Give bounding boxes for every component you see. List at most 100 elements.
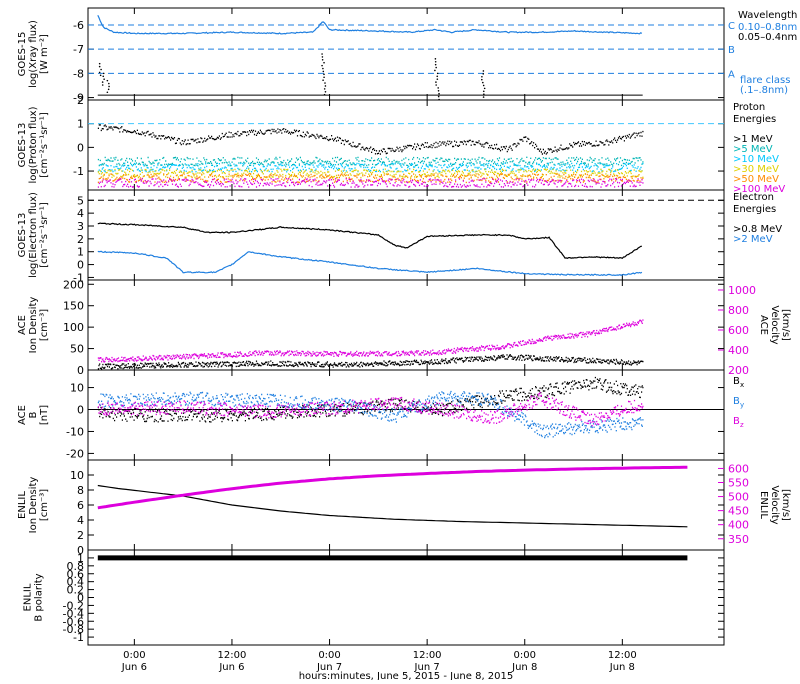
- ytick-label: -20: [66, 447, 84, 460]
- xtick-label: 12:00: [413, 650, 442, 661]
- ytick-label: 150: [63, 300, 84, 313]
- ytick-label: 0: [77, 404, 84, 417]
- y2tick-label: 600: [728, 462, 749, 475]
- series-goes15-xray-1-pt: [322, 67, 324, 70]
- y-axis-label: ENLIL: [23, 583, 34, 611]
- y-axis-label: B polarity: [34, 573, 45, 621]
- y2tick-label: 350: [728, 533, 749, 546]
- series-goes15-xray-1-pt: [98, 71, 101, 74]
- series-goes15-xray-1-pt: [101, 84, 104, 86]
- series-ace-density-velocity-0: [97, 354, 644, 370]
- series-enlil-density-velocity-0: [97, 484, 688, 528]
- ytick-label: 0.2: [67, 584, 85, 597]
- y2tick-label: 200: [728, 364, 749, 377]
- ytick-label: 4: [77, 207, 84, 220]
- series-goes15-xray-1-pt: [321, 64, 323, 67]
- series-goes15-xray-1-pt: [108, 85, 110, 88]
- y-axis-label: GOES-13: [17, 123, 28, 168]
- series-goes15-xray-1-pt: [437, 87, 439, 89]
- y2-axis-label: ENLIL: [758, 491, 769, 519]
- y-axis-label: [cm⁻³]: [39, 489, 50, 521]
- legend-entry: >2 MeV: [733, 234, 773, 245]
- ytick-label: 0: [77, 544, 84, 557]
- y2tick-label: 400: [728, 344, 749, 357]
- panel-frame-enlil-polarity: [87, 549, 725, 646]
- series-ace-magnetic-1: [97, 390, 644, 439]
- series-goes15-xray-1-pt: [98, 62, 101, 65]
- ytick-label: 0.4: [67, 576, 85, 589]
- ytick-label: 200: [63, 278, 84, 291]
- series-goes15-xray-1-pt: [324, 82, 326, 84]
- legend-entry: >10 MeV: [733, 154, 779, 165]
- series-goes15-xray-1-pt: [108, 82, 110, 85]
- y2tick-label: 450: [728, 505, 749, 518]
- panel-frame-goes13-electron: [87, 189, 725, 281]
- xtick-date-label: Jun 7: [414, 662, 440, 673]
- xtick-date-label: Jun 6: [121, 662, 147, 673]
- legend-entry: B: [733, 376, 740, 387]
- ytick-label: -0.8: [63, 623, 84, 636]
- series-goes15-xray-1-pt: [321, 59, 324, 61]
- legend-entry: B: [733, 416, 740, 427]
- series-goes15-xray-1-pt: [435, 66, 437, 69]
- ytick-label: 0: [77, 364, 84, 377]
- ytick-label: -0.4: [63, 607, 84, 620]
- series-goes15-xray-1-pt: [323, 76, 325, 79]
- y-axis-label: GOES-15: [17, 32, 28, 77]
- y-axis-label: [cm⁻²s⁻¹sr⁻¹]: [39, 202, 50, 268]
- xtick-date-label: Jun 6: [218, 662, 244, 673]
- ytick-label: 3: [77, 220, 84, 233]
- series-goes15-xray-1-pt: [483, 93, 485, 95]
- series-goes15-xray-1-pt: [435, 84, 437, 86]
- series-goes13-proton-1: [97, 156, 644, 167]
- y-axis-label: log(Xray flux): [28, 20, 39, 88]
- ytick-label: 0.8: [67, 560, 85, 573]
- legend-title: Proton: [733, 102, 765, 113]
- ytick-label: -7: [73, 43, 84, 56]
- y-axis-label: [cm⁻³]: [39, 309, 50, 341]
- ytick-label: 6: [77, 499, 84, 512]
- series-goes13-proton-4: [97, 173, 644, 184]
- series-goes15-xray-1-pt: [321, 53, 323, 55]
- series-goes15-xray-1-pt: [323, 93, 326, 96]
- ytick-label: 100: [63, 321, 84, 334]
- series-goes15-xray-1-pt: [102, 72, 105, 75]
- legend-entry: 0.10–0.8nm: [738, 22, 797, 33]
- xtick-label: 0:00: [318, 650, 340, 661]
- series-goes15-xray-1-pt: [482, 96, 485, 98]
- series-goes15-xray-1-pt: [436, 75, 439, 78]
- xtick-date-label: Jun 8: [609, 662, 635, 673]
- x-axis-title: hours:minutes, June 5, 2015 - June 8, 20…: [299, 671, 514, 680]
- series-goes15-xray-1-pt: [435, 81, 437, 83]
- series-goes15-xray-1-pt: [106, 79, 109, 82]
- y-axis-label: Ion Density: [28, 477, 39, 534]
- series-goes15-xray-1-pt: [436, 78, 439, 80]
- series-goes15-xray-1-pt: [106, 91, 109, 94]
- series-ace-magnetic-2: [97, 391, 644, 427]
- xtick-label: 0:00: [123, 650, 145, 661]
- y-axis-label: GOES-13: [17, 213, 28, 258]
- y-axis-label: ENLIL: [17, 491, 28, 519]
- legend-entry: >1 MeV: [733, 134, 773, 145]
- ytick-label: 2: [77, 529, 84, 542]
- series-goes15-xray-1-pt: [434, 69, 436, 72]
- series-goes15-xray-1-pt: [434, 58, 437, 60]
- series-goes15-xray-1-pt: [324, 85, 327, 87]
- series-goes15-xray-1-pt: [482, 70, 485, 72]
- series-goes15-xray-1-pt: [102, 75, 105, 78]
- series-goes15-xray-1-pt: [434, 63, 437, 66]
- ytick-label: 0: [77, 592, 84, 605]
- y2-axis-label: ACE: [758, 315, 769, 335]
- series-goes15-xray-1-pt: [481, 81, 484, 84]
- ytick-label: 0.6: [67, 568, 85, 581]
- series-goes15-xray-1-pt: [481, 75, 483, 78]
- series-goes15-xray-1-pt: [100, 68, 102, 71]
- series-goes15-xray-1-pt: [101, 81, 104, 83]
- legend-entry-subscript: z: [740, 421, 744, 429]
- ytick-label: -1: [73, 165, 84, 178]
- xtick-label: 12:00: [608, 650, 637, 661]
- panel-frame-goes15-xray: [87, 7, 725, 101]
- legend-entry: >30 MeV: [733, 164, 779, 175]
- ytick-label: -6: [73, 19, 84, 32]
- series-goes15-xray-1-pt: [437, 95, 440, 98]
